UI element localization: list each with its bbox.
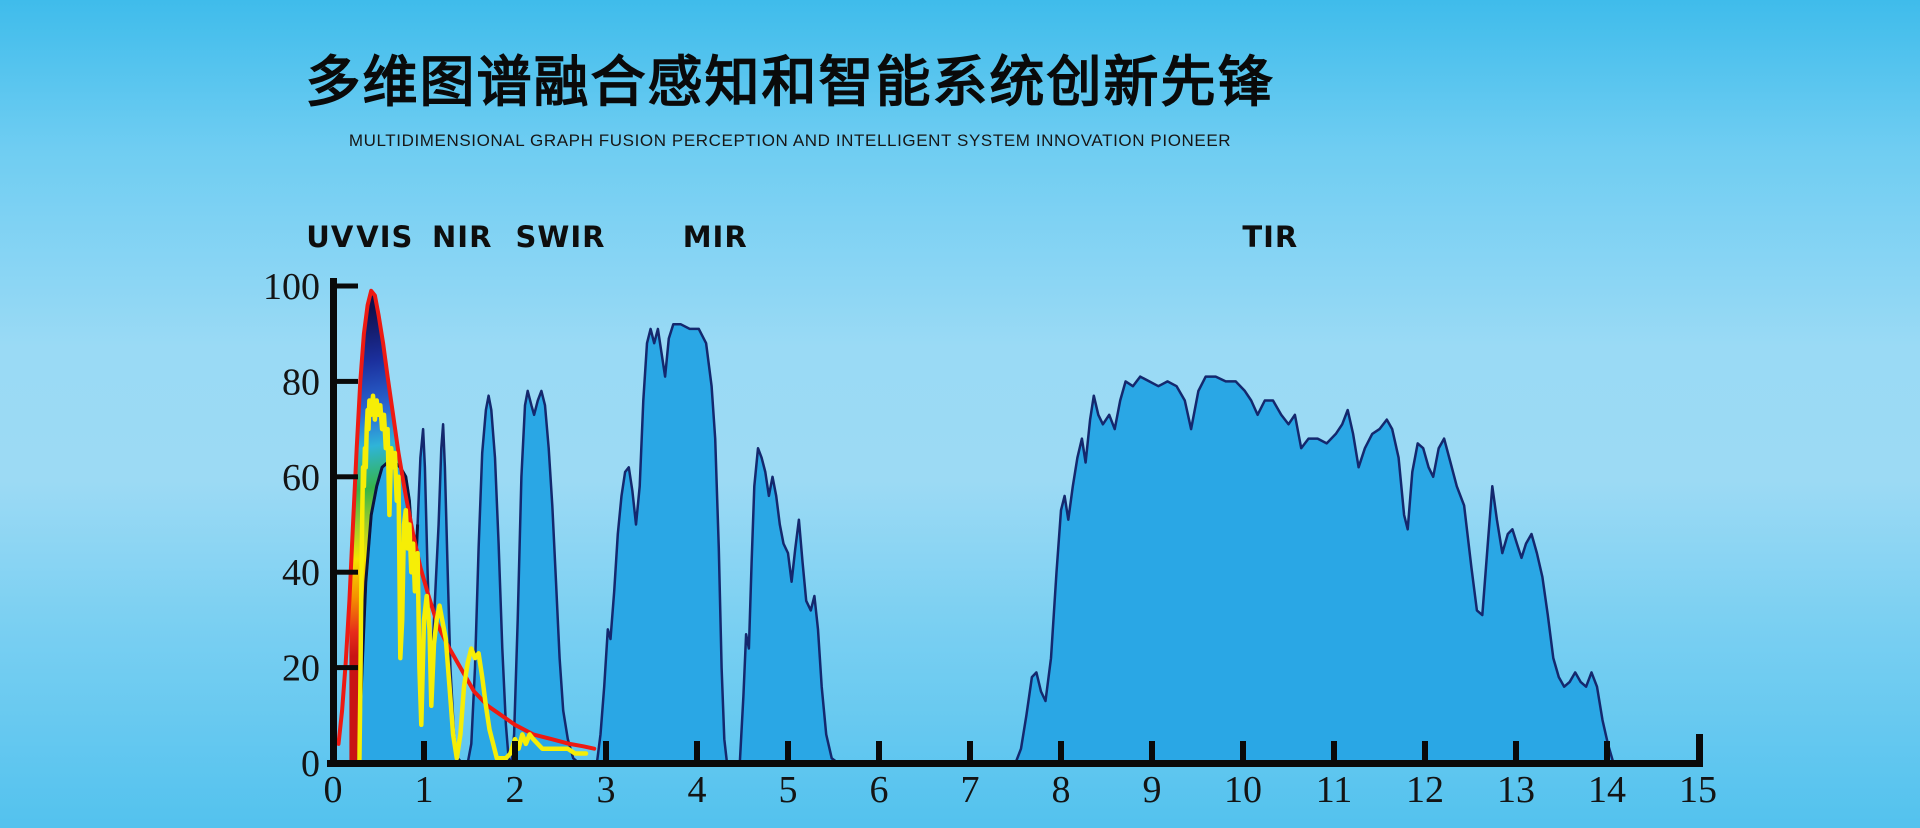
x-tick-8 [1058, 741, 1064, 761]
atmospheric-windows-area [357, 322, 1615, 765]
x-tick-label-14: 14 [1588, 769, 1626, 811]
y-axis-line [330, 278, 337, 767]
y-tick-20 [337, 665, 358, 671]
x-axis-end-cap [1696, 734, 1703, 762]
x-tick-label-4: 4 [688, 769, 707, 811]
x-tick-label-3: 3 [597, 769, 616, 811]
band-label-swir: SWIR [516, 220, 606, 254]
x-tick-13 [1513, 741, 1519, 761]
x-tick-4 [694, 741, 700, 761]
chart-series-layer [336, 288, 1615, 766]
page-subtitle: MULTIDIMENSIONAL GRAPH FUSION PERCEPTION… [348, 130, 1232, 150]
header: 多维图谱融合感知和智能系统创新先锋 MULTIDIMENSIONAL GRAPH… [0, 52, 1580, 151]
band-label-uv: UV [306, 220, 354, 254]
y-tick-80 [337, 378, 358, 384]
x-tick-label-1: 1 [415, 769, 434, 811]
x-tick-label-13: 13 [1497, 769, 1535, 811]
x-tick-12 [1422, 741, 1428, 761]
x-tick-label-8: 8 [1052, 769, 1071, 811]
y-tick-label-60: 60 [282, 457, 320, 499]
page-title: 多维图谱融合感知和智能系统创新先锋 [305, 51, 1275, 113]
x-tick-label-5: 5 [779, 769, 798, 811]
x-tick-9 [1149, 741, 1155, 761]
x-tick-label-15: 15 [1679, 769, 1717, 811]
x-tick-11 [1331, 741, 1337, 761]
x-tick-3 [603, 741, 609, 761]
y-tick-label-80: 80 [282, 361, 320, 403]
x-tick-10 [1240, 741, 1246, 761]
band-label-mir: MIR [683, 220, 748, 254]
x-tick-7 [967, 741, 973, 761]
y-tick-60 [337, 474, 358, 480]
x-tick-label-12: 12 [1406, 769, 1444, 811]
y-tick-100 [337, 283, 358, 289]
y-tick-label-20: 20 [282, 648, 320, 690]
x-tick-2 [512, 741, 518, 761]
y-tick-40 [337, 569, 358, 575]
solar-envelope-curve [336, 288, 597, 751]
x-tick-1 [421, 741, 427, 761]
x-tick-label-10: 10 [1224, 769, 1262, 811]
chart-axis-layer [327, 278, 1703, 767]
x-tick-5 [785, 741, 791, 761]
x-tick-label-11: 11 [1316, 769, 1353, 811]
x-tick-label-6: 6 [870, 769, 889, 811]
y-tick-label-0: 0 [301, 743, 320, 785]
x-tick-label-7: 7 [961, 769, 980, 811]
y-tick-label-40: 40 [282, 552, 320, 594]
x-tick-14 [1604, 741, 1610, 761]
y-tick-label-100: 100 [263, 266, 320, 308]
band-label-nir: NIR [432, 220, 492, 254]
x-tick-label-2: 2 [506, 769, 525, 811]
x-tick-label-9: 9 [1143, 769, 1162, 811]
x-tick-label-0: 0 [324, 769, 343, 811]
x-tick-6 [876, 741, 882, 761]
band-label-tir: TIR [1242, 220, 1298, 254]
x-axis-line [327, 760, 1703, 767]
band-label-vis: VIS [356, 220, 413, 254]
